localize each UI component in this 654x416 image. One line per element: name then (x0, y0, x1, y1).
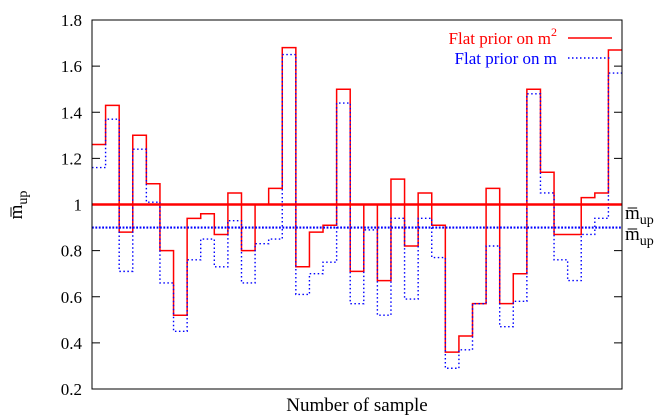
y-tick-label: 0.4 (61, 334, 83, 353)
legend-entry-0-label: Flat prior on m2 (449, 25, 557, 48)
series-layer (92, 46, 622, 369)
y-tick-label: 1.4 (61, 103, 83, 122)
legend-entry-1-label: Flat prior on m (455, 49, 557, 68)
legend: Flat prior on m2 Flat prior on m (449, 25, 612, 68)
x-axis-label: Number of sample (286, 395, 427, 416)
mean-label-blue: m̅up (625, 224, 654, 249)
y-tick-label: 0.6 (61, 288, 82, 307)
y-tick-label: 0.2 (61, 380, 82, 399)
series-0-step-line (92, 46, 622, 353)
y-tick-label: 0.8 (61, 242, 82, 261)
mean-lines (92, 203, 622, 229)
y-axis-ticks: 0.2 0.4 0.6 0.8 1 1.2 1.4 1.6 1.8 (61, 11, 622, 399)
y-tick-label: 1.6 (61, 57, 82, 76)
y-axis-label-sub: up (16, 191, 31, 205)
series-1-step-line (92, 53, 622, 369)
y-axis-label-main: m̅ (6, 204, 27, 219)
y-tick-label: 1.8 (61, 11, 82, 30)
y-tick-label: 1 (74, 196, 83, 215)
y-tick-label: 1.2 (61, 149, 82, 168)
mean-label-red: m̅up (625, 203, 654, 228)
y-axis-label: m̅up (6, 191, 31, 220)
plot-frame (91, 19, 623, 390)
